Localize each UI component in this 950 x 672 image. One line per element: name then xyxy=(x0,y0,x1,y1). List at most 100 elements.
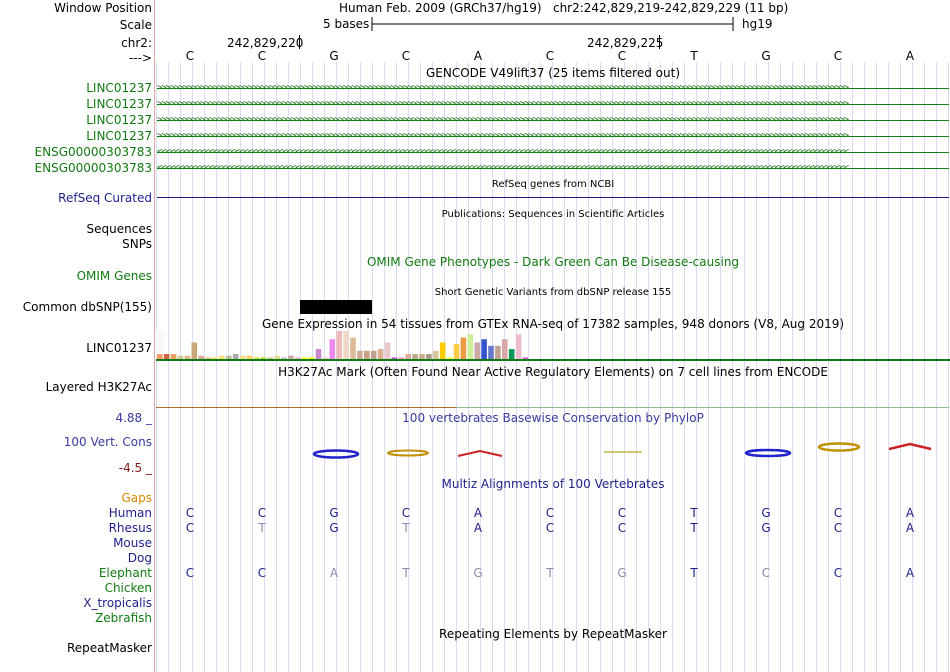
gtex-bar-28[interactable] xyxy=(343,331,349,359)
gtex-bar-27[interactable] xyxy=(336,331,342,359)
gencode-transcript-6[interactable]: <<<<<<<<<<<<<<<<<<<<<<<<<<<<<<<<<<<<<<<<… xyxy=(157,164,949,173)
gtex-bar-9[interactable] xyxy=(212,357,218,359)
species-label-dog[interactable]: Dog xyxy=(127,551,152,565)
gtex-bar-4[interactable] xyxy=(177,355,184,359)
cons-logo-g-1 xyxy=(312,449,360,459)
gtex-bar-21[interactable] xyxy=(295,357,301,359)
gtex-bar-35[interactable] xyxy=(391,357,398,359)
gtex-bar-40[interactable] xyxy=(426,354,432,359)
species-base: C xyxy=(257,506,267,520)
gtex-bar-24[interactable] xyxy=(315,349,322,359)
gtex-bar-45[interactable] xyxy=(460,337,467,359)
gtex-bar-31[interactable] xyxy=(364,350,370,359)
h3k27ac-label[interactable]: Layered H3K27Ac xyxy=(45,380,152,394)
species-label-human[interactable]: Human xyxy=(108,506,152,520)
gtex-bar-48[interactable] xyxy=(481,339,487,359)
species-label-x_tropicalis[interactable]: X_tropicalis xyxy=(83,596,152,610)
gtex-bar-11[interactable] xyxy=(226,355,232,359)
species-base: G xyxy=(761,521,771,535)
omim-label[interactable]: OMIM Genes xyxy=(76,269,152,283)
snps-label[interactable]: SNPs xyxy=(122,237,152,251)
gtex-bar-36[interactable] xyxy=(398,357,405,359)
species-label-chicken[interactable]: Chicken xyxy=(104,581,152,595)
gtex-bar-30[interactable] xyxy=(357,350,363,359)
gencode-label-2[interactable]: LINC01237 xyxy=(86,97,152,111)
gtex-expression-bars[interactable] xyxy=(156,330,950,360)
base-4: C xyxy=(401,49,411,63)
gtex-bar-34[interactable] xyxy=(384,342,391,359)
gtex-bar-43[interactable] xyxy=(446,357,453,359)
gtex-bar-38[interactable] xyxy=(412,354,418,359)
gtex-bar-2[interactable] xyxy=(163,354,170,359)
gtex-bar-51[interactable] xyxy=(502,339,508,359)
gencode-transcript-1[interactable]: >>>>>>>>>>>>>>>>>>>>>>>>>>>>>>>>>>>>>>>>… xyxy=(157,84,949,93)
gencode-label-3[interactable]: LINC01237 xyxy=(86,113,152,127)
gencode-transcript-2[interactable]: >>>>>>>>>>>>>>>>>>>>>>>>>>>>>>>>>>>>>>>>… xyxy=(157,100,949,109)
gtex-bar-22[interactable] xyxy=(301,357,308,359)
gtex-bar-14[interactable] xyxy=(246,355,253,359)
species-base: C xyxy=(833,566,843,580)
gtex-bar-13[interactable] xyxy=(239,355,246,359)
gencode-transcript-4[interactable]: >>>>>>>>>>>>>>>>>>>>>>>>>>>>>>>>>>>>>>>>… xyxy=(157,132,949,141)
gtex-bar-47[interactable] xyxy=(474,342,480,359)
gtex-bar-52[interactable] xyxy=(508,349,515,359)
gtex-bar-41[interactable] xyxy=(433,350,439,359)
publications-label[interactable]: Sequences xyxy=(86,222,152,236)
cons-min: -4.5 _ xyxy=(118,461,152,475)
gtex-bar-16[interactable] xyxy=(260,357,267,359)
gtex-bar-26[interactable] xyxy=(329,339,336,359)
window-position-label: Window Position xyxy=(54,1,152,15)
species-label-elephant[interactable]: Elephant xyxy=(98,566,152,580)
gtex-bar-20[interactable] xyxy=(288,355,294,359)
gtex-bar-33[interactable] xyxy=(377,349,384,359)
gencode-transcript-5[interactable]: <<<<<<<<<<<<<<<<<<<<<<<<<<<<<<<<<<<<<<<<… xyxy=(157,148,949,157)
gtex-bar-46[interactable] xyxy=(467,334,474,359)
refseq-line[interactable] xyxy=(157,197,949,198)
gencode-label-4[interactable]: LINC01237 xyxy=(86,129,152,143)
base-6: C xyxy=(545,49,555,63)
gtex-bar-49[interactable] xyxy=(488,345,494,359)
gtex-bar-39[interactable] xyxy=(419,354,425,359)
gtex-bar-3[interactable] xyxy=(170,354,177,359)
repeatmasker-label[interactable]: RepeatMasker xyxy=(66,641,152,655)
species-label-mouse[interactable]: Mouse xyxy=(113,536,152,550)
gtex-bar-15[interactable] xyxy=(253,357,260,359)
gtex-bar-18[interactable] xyxy=(274,355,280,359)
gtex-bar-42[interactable] xyxy=(439,342,446,359)
gtex-bar-53[interactable] xyxy=(515,334,522,359)
dbsnp-variant[interactable] xyxy=(300,300,372,314)
refseq-label[interactable]: RefSeq Curated xyxy=(58,191,152,205)
gtex-bar-23[interactable] xyxy=(308,357,315,359)
cons-label[interactable]: 100 Vert. Cons xyxy=(63,435,152,449)
gtex-bar-6[interactable] xyxy=(191,342,198,359)
species-base: T xyxy=(690,521,698,535)
gtex-bar-5[interactable] xyxy=(184,355,191,359)
gaps-label[interactable]: Gaps xyxy=(121,491,152,505)
gtex-bar-12[interactable] xyxy=(232,354,239,359)
gtex-bar-25[interactable] xyxy=(322,357,329,359)
position-tick-mark-1 xyxy=(299,35,300,49)
gtex-bar-7[interactable] xyxy=(198,355,204,359)
gtex-bar-50[interactable] xyxy=(495,345,501,359)
gtex-bar-10[interactable] xyxy=(219,355,225,359)
gtex-bar-19[interactable] xyxy=(281,357,287,359)
gencode-label-5[interactable]: ENSG00000303783 xyxy=(34,145,152,159)
gencode-transcript-3[interactable]: >>>>>>>>>>>>>>>>>>>>>>>>>>>>>>>>>>>>>>>>… xyxy=(157,116,949,125)
label-divider[interactable] xyxy=(154,0,155,672)
gencode-label-6[interactable]: ENSG00000303783 xyxy=(34,161,152,175)
gtex-bar-8[interactable] xyxy=(205,357,211,359)
gtex-bar-1[interactable] xyxy=(157,354,163,359)
gtex-bar-54[interactable] xyxy=(522,357,529,359)
gtex-bar-44[interactable] xyxy=(453,344,460,359)
species-label-zebrafish[interactable]: Zebrafish xyxy=(95,611,152,625)
species-base: A xyxy=(473,506,483,520)
cons-logo[interactable] xyxy=(156,440,950,462)
gtex-label[interactable]: LINC01237 xyxy=(86,341,152,355)
gtex-bar-29[interactable] xyxy=(350,337,356,359)
gtex-bar-37[interactable] xyxy=(405,354,411,359)
gencode-label-1[interactable]: LINC01237 xyxy=(86,81,152,95)
species-label-rhesus[interactable]: Rhesus xyxy=(108,521,152,535)
gtex-bar-32[interactable] xyxy=(370,350,377,359)
gtex-bar-17[interactable] xyxy=(267,357,273,359)
dbsnp-label[interactable]: Common dbSNP(155) xyxy=(22,300,152,314)
